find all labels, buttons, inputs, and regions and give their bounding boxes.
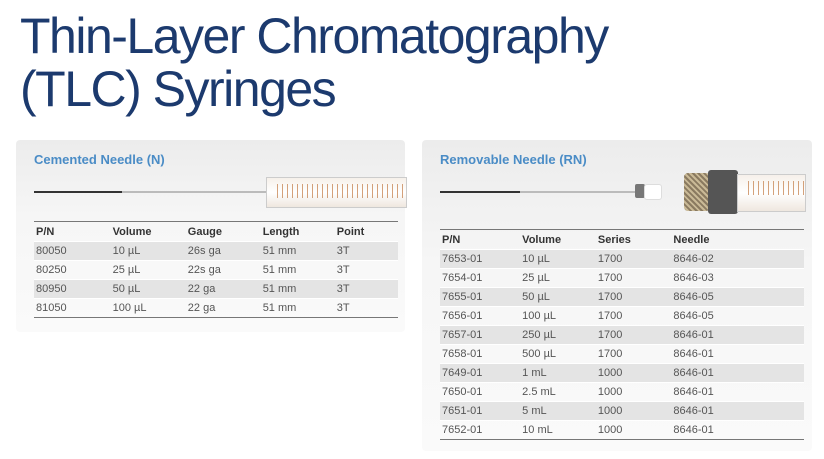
table-row: 7656-01 100 µL 1700 8646-05 [440, 306, 804, 326]
table-row: 7653-01 10 µL 1700 8646-02 [440, 249, 804, 269]
table-cell: 51 mm [260, 241, 335, 261]
table-row: 7658-01 500 µL 1700 8646-01 [440, 344, 804, 364]
table-cell: 1000 [595, 363, 672, 383]
table-cell: 7649-01 [440, 363, 521, 383]
table-cell: 8646-03 [671, 268, 804, 288]
table-cell: 10 µL [520, 249, 596, 269]
table-cell: 8646-05 [671, 306, 804, 326]
table-cell: 50 µL [110, 279, 186, 299]
table-cell: 80050 [34, 241, 111, 261]
table-cell: 7657-01 [440, 325, 521, 345]
column-header: Volume [112, 225, 152, 238]
table-cell: 22 ga [185, 298, 261, 318]
table-cell: 51 mm [260, 260, 335, 280]
table-row: 7657-01 250 µL 1700 8646-01 [440, 325, 804, 345]
column-header: Volume [522, 233, 562, 246]
table-cell: 3T [334, 260, 398, 280]
table-cell: 3T [334, 279, 398, 299]
column-header: P/N [36, 225, 55, 238]
cemented-needle-panel: Cemented Needle (N) P/N Volume Gauge Length… [16, 140, 407, 332]
page-title: Thin-Layer Chromatography (TLC) Syringes [20, 8, 609, 117]
table-cell: 1000 [595, 420, 672, 440]
table-cell: 1700 [595, 325, 672, 345]
table-row: 80250 25 µL 22s ga 51 mm 3T [34, 260, 398, 280]
table-cell: 80950 [34, 279, 111, 299]
table-cell: 1000 [595, 401, 672, 421]
table-cell: 7650-01 [440, 382, 521, 402]
table-cell: 80250 [34, 260, 111, 280]
cemented-needle-heading: Cemented Needle (N) [34, 152, 165, 167]
table-cell: 8646-01 [671, 420, 804, 440]
column-header: Series [597, 233, 631, 246]
table-cell: 10 µL [110, 241, 186, 261]
table-cell: 7655-01 [440, 287, 521, 307]
table-cell: 8646-02 [671, 249, 804, 269]
table-cell: 8646-01 [671, 382, 804, 402]
column-header: Point [336, 225, 365, 238]
column-header: Needle [673, 233, 710, 246]
table-cell: 1000 [595, 382, 672, 402]
table-cell: 1700 [595, 268, 672, 288]
table-cell: 500 µL [520, 344, 596, 364]
table-cell: 25 µL [520, 268, 596, 288]
table-row: 80050 10 µL 26s ga 51 mm 3T [34, 241, 398, 261]
table-cell: 10 mL [520, 420, 596, 440]
table-row: 7649-01 1 mL 1000 8646-01 [440, 363, 804, 383]
removable-needle-heading: Removable Needle (RN) [440, 152, 587, 167]
table-cell: 1700 [595, 287, 672, 307]
table-cell: 1700 [595, 249, 672, 269]
table-cell: 1700 [595, 306, 672, 326]
removable-needle-table: P/N Volume Series Needle 7653-01 10 µL 1700 86… [440, 229, 804, 440]
table-cell: 7656-01 [440, 306, 521, 326]
removable-needle-panel: Removable Needle (RN) P/N Volume Series Nee… [422, 140, 812, 451]
table-cell: 1 mL [520, 363, 596, 383]
table-cell: 26s ga [185, 241, 261, 261]
table-row: 7654-01 25 µL 1700 8646-03 [440, 268, 804, 288]
table-cell: 1700 [595, 344, 672, 364]
table-cell: 100 µL [110, 298, 186, 318]
table-cell: 22 ga [185, 279, 261, 299]
table-cell: 7653-01 [440, 249, 521, 269]
table-cell: 51 mm [260, 298, 335, 318]
table-cell: 250 µL [520, 325, 596, 345]
table-cell: 7658-01 [440, 344, 521, 364]
table-row: 7650-01 2.5 mL 1000 8646-01 [440, 382, 804, 402]
table-row: 80950 50 µL 22 ga 51 mm 3T [34, 279, 398, 299]
table-row: 7655-01 50 µL 1700 8646-05 [440, 287, 804, 307]
table-cell: 8646-01 [671, 344, 804, 364]
column-header: Gauge [187, 225, 223, 238]
table-cell: 5 mL [520, 401, 596, 421]
table-cell: 50 µL [520, 287, 596, 307]
table-cell: 3T [334, 298, 398, 318]
table-cell: 2.5 mL [520, 382, 596, 402]
table-row: 7651-01 5 mL 1000 8646-01 [440, 401, 804, 421]
cemented-needle-table: P/N Volume Gauge Length Point 80050 10 µL 26s … [34, 221, 398, 318]
title-line-1: Thin-Layer Chromatography [20, 8, 609, 64]
table-cell: 7652-01 [440, 420, 521, 440]
table-row: 7652-01 10 mL 1000 8646-01 [440, 420, 804, 440]
column-header: Length [262, 225, 300, 238]
table-cell: 8646-01 [671, 363, 804, 383]
table-cell: 7651-01 [440, 401, 521, 421]
table-cell: 8646-01 [671, 325, 804, 345]
table-cell: 8646-05 [671, 287, 804, 307]
table-cell: 8646-01 [671, 401, 804, 421]
title-line-2: (TLC) Syringes [20, 61, 337, 117]
table-cell: 7654-01 [440, 268, 521, 288]
table-cell: 3T [334, 241, 398, 261]
table-cell: 22s ga [185, 260, 261, 280]
table-cell: 81050 [34, 298, 111, 318]
table-cell: 51 mm [260, 279, 335, 299]
table-cell: 25 µL [110, 260, 186, 280]
table-row: 81050 100 µL 22 ga 51 mm 3T [34, 298, 398, 318]
column-header: P/N [442, 233, 461, 246]
table-cell: 100 µL [520, 306, 596, 326]
